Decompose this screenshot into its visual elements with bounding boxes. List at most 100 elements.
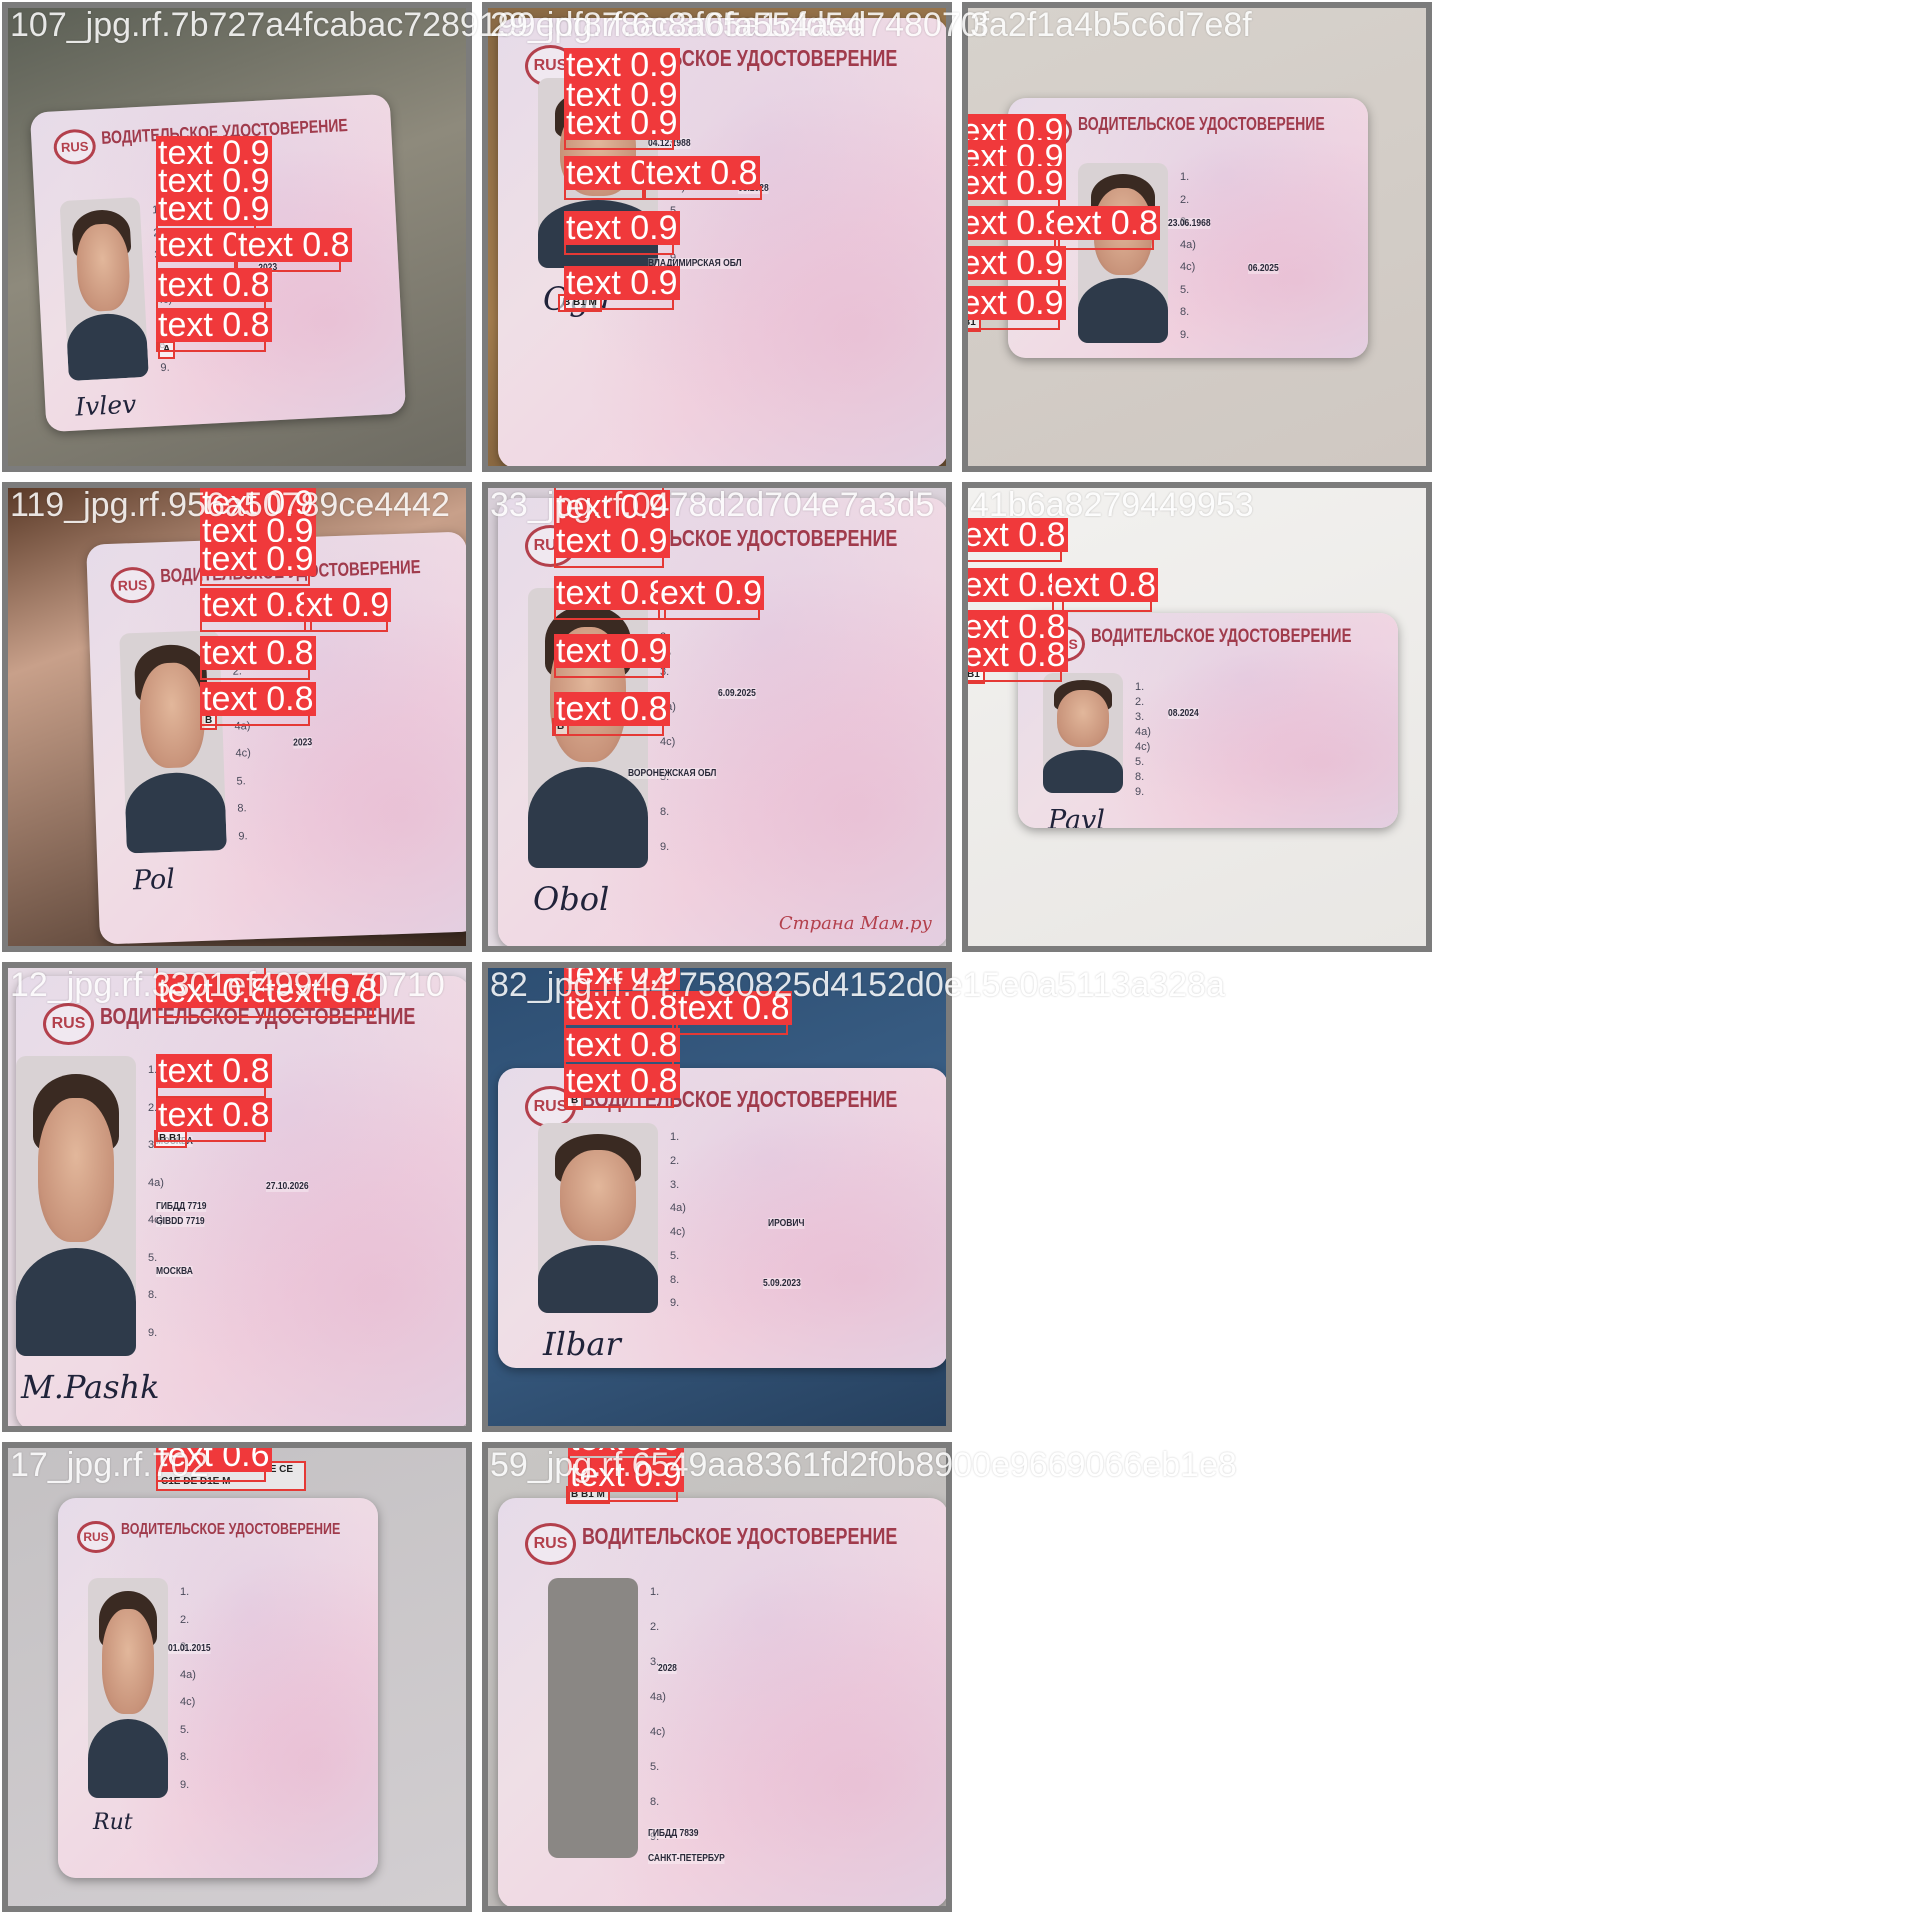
detection-label: text 0.9 (968, 246, 1066, 280)
holder-signature: Obol (533, 880, 610, 918)
field-number: 4a) (148, 1176, 164, 1189)
detection-label: ext 0.8 (1054, 204, 1161, 242)
field-number: 8. (1180, 306, 1190, 318)
detection-label: text 0.8 (564, 1026, 680, 1064)
field-number: 4a) (1180, 238, 1196, 251)
detection-label: text 0.8 (968, 518, 1068, 552)
field-number: 2. (650, 1621, 660, 1633)
holder-signature: M.Pashk (21, 1368, 160, 1406)
detection-label: text 0.9 (554, 522, 670, 560)
portrait-photo (16, 1056, 136, 1356)
field-number: 3. (650, 1656, 660, 1668)
detection-label: text 0 (156, 226, 244, 264)
field-number: 3. (660, 666, 670, 678)
portrait-shoulders (1043, 749, 1123, 793)
card-field-text: 5.09.2023 (763, 1278, 801, 1289)
rus-emblem: RUS (109, 566, 156, 604)
field-number: 4c) (1180, 261, 1196, 273)
detection-label: text 0.8 (264, 972, 380, 1010)
watermark-text: Страна Мам.ру (778, 913, 932, 934)
portrait-face (138, 661, 206, 770)
portrait-photo (88, 1578, 168, 1798)
detection-label: text 0.8 (554, 690, 670, 728)
portrait-face (1057, 689, 1109, 748)
field-number: 9. (660, 841, 670, 853)
portrait-shoulders (124, 770, 227, 854)
tile-filename: 3a2f1a4b5c6d7e8f (970, 6, 1252, 44)
card-field-text: 01.01.2015 (168, 1643, 211, 1654)
field-number: 9. (670, 1297, 680, 1310)
field-number: 4c) (670, 1226, 686, 1238)
field-number: 4c) (660, 736, 676, 748)
tile-filename: 17_jpg.rf.702 (10, 1446, 209, 1484)
detection-label: text 0.8 (968, 206, 1066, 240)
field-number: 5. (236, 774, 246, 788)
detection-label: text 0.9 (156, 190, 272, 228)
tile-filename: 29_jpg.rf.6c8a6fa554aed748070f (490, 6, 990, 44)
detection-label: text 0.9 (568, 1456, 684, 1494)
rus-emblem: RUS (77, 1521, 115, 1553)
field-number: 4a) (650, 1691, 666, 1703)
card-field-text: 2028 (658, 1663, 677, 1674)
field-number: 1. (148, 1064, 158, 1076)
field-number: 9. (238, 829, 248, 843)
portrait-shoulders (528, 767, 648, 868)
detection-label: text 0.8 (968, 638, 1068, 672)
field-number: 5. (660, 771, 670, 783)
rus-emblem: RUS (525, 1523, 576, 1565)
portrait-shoulders (16, 1248, 136, 1356)
field-number: 4c) (148, 1214, 164, 1226)
portrait-shoulders (1078, 278, 1168, 343)
detection-label: text 0.8 (156, 1052, 272, 1090)
card-field-text: ГИБДД 7719 (156, 1201, 207, 1212)
field-number: 1. (180, 1586, 190, 1598)
document-title: ВОДИТЕЛЬСКОЕ УДОСТОВЕРЕНИЕ (1091, 626, 1352, 647)
field-number: 8. (237, 802, 247, 815)
detection-label: text 0.9 (564, 968, 680, 990)
rus-emblem: RUS (52, 128, 97, 166)
portrait-shoulders (88, 1718, 168, 1798)
tile-filename: 59_jpg.rf.6549aa8361fd2f0b8900e9669066eb… (490, 1446, 1237, 1484)
detection-label: text 0.8 (564, 989, 680, 1027)
field-number: 8. (1135, 771, 1145, 783)
field-number: 5. (650, 1761, 660, 1773)
holder-signature: Pavl (1048, 805, 1105, 828)
field-number: 9. (1135, 786, 1145, 798)
tile-filename: 82_jpg.rf.44.7580825d4152d0e15e0a5113a32… (490, 966, 1225, 1004)
portrait-shoulders (65, 312, 149, 381)
detection-label: text 0.9 (200, 540, 316, 578)
field-number: 5. (670, 205, 679, 217)
detection-label: text 0.9 (564, 209, 680, 247)
portrait-face (102, 1608, 154, 1715)
card-field-text: ГИБДД 7839 (648, 1828, 699, 1839)
field-number: 5. (1135, 756, 1145, 768)
field-number: 9. (670, 252, 680, 265)
portrait-face (37, 1098, 115, 1242)
portrait-photo (59, 197, 149, 381)
portrait-shoulders (538, 1244, 658, 1313)
tile-filename: 12_jpg.rf.3301ef4994e70710 (10, 966, 445, 1004)
card-field-text: 6.09.2025 (718, 688, 756, 699)
field-number: 1. (1180, 171, 1190, 183)
field-number: 4c) (1135, 741, 1151, 753)
field-number: 9. (148, 1326, 158, 1339)
field-number: 9. (650, 1831, 660, 1843)
detection-label: text 0.6 (156, 1448, 272, 1472)
card-field-text: МОСКВА (156, 1266, 193, 1277)
field-number: 1. (1135, 681, 1145, 693)
detection-label: text 0.8 (200, 680, 316, 718)
detection-label: text 0.9 (554, 632, 670, 670)
detection-label: text 0.8 (564, 1062, 680, 1100)
card-field-text: ВЛАДИМИРСКАЯ ОБЛ (648, 258, 742, 269)
